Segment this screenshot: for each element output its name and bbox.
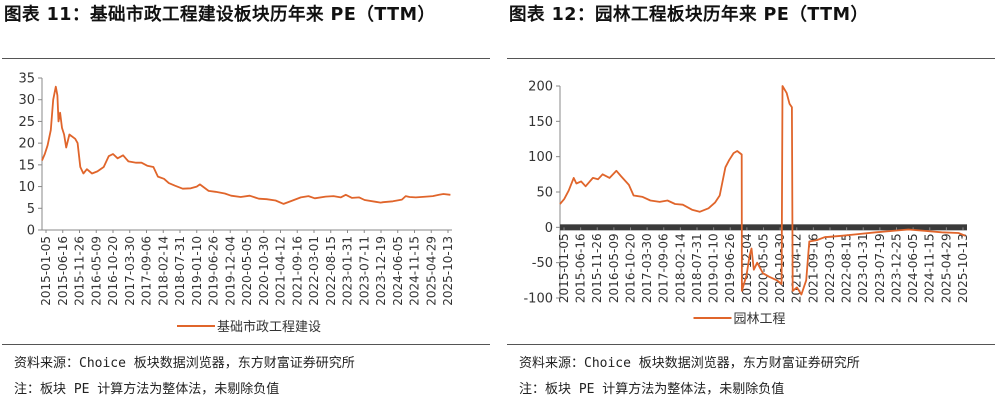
x-tick-label: 2020-10-30 <box>257 236 271 306</box>
x-tick-label: 2017-09-06 <box>657 233 671 303</box>
x-tick-label: 2019-01-10 <box>707 233 721 303</box>
x-tick-label: 2017-03-30 <box>640 233 654 303</box>
x-tick-label: 2022-03-01 <box>307 236 321 306</box>
x-tick-label: 2023-01-31 <box>856 233 870 303</box>
y-tick-label: 35 <box>18 72 35 87</box>
y-tick-label: -100 <box>523 292 553 307</box>
x-tick-label: 2021-09-16 <box>290 236 304 306</box>
y-tick-label: 50 <box>536 186 553 201</box>
x-tick-label: 2018-02-14 <box>673 233 687 303</box>
source-note: 资料来源：Choice 板块数据浏览器，东方财富证券研究所 <box>519 356 860 371</box>
x-tick-label: 2016-10-20 <box>624 233 638 303</box>
x-tick-label: 2023-12-19 <box>374 236 388 306</box>
x-tick-label: 2023-01-31 <box>341 236 355 306</box>
x-tick-label: 2024-06-05 <box>391 236 405 306</box>
y-tick-label: 200 <box>528 80 553 95</box>
x-tick-label: 2015-06-16 <box>574 233 588 303</box>
y-tick-label: 30 <box>18 93 35 108</box>
y-tick-label: 150 <box>528 115 553 130</box>
x-tick-label: 2025-10-13 <box>441 236 455 306</box>
x-tick-label: 2023-12-25 <box>890 233 904 303</box>
chart-title: 图表 12：园林工程板块历年来 PE（TTM） <box>509 5 869 25</box>
x-tick-label: 2022-08-15 <box>840 233 854 303</box>
y-tick-label: 20 <box>18 137 35 152</box>
x-tick-label: 2025-04-29 <box>939 233 953 303</box>
x-tick-label: 2022-08-15 <box>324 236 338 306</box>
y-tick-label: 5 <box>27 202 35 217</box>
x-tick-label: 2024-06-05 <box>906 233 920 303</box>
bottom-rule <box>507 344 995 345</box>
x-tick-label: 2023-07-11 <box>357 236 371 306</box>
chart-area: 0 5 10 15 20 25 30 35 2015-01-05 2015-06-16 2015-1… <box>18 72 455 336</box>
x-tick-label: 2024-11-15 <box>408 236 422 306</box>
method-note: 注：板块 PE 计算方法为整体法，未剔除负值 <box>519 382 785 397</box>
y-tick-label: 25 <box>18 115 35 130</box>
x-tick-label: 2015-01-05 <box>39 236 53 306</box>
y-tick-label: 0 <box>27 224 35 239</box>
method-note: 注：板块 PE 计算方法为整体法，未剔除负值 <box>14 382 280 397</box>
y-tick-label: 100 <box>528 150 553 165</box>
legend-label: 基础市政工程建设 <box>217 319 321 335</box>
x-tick-label: 2025-04-29 <box>424 236 438 306</box>
x-tick-label: 2018-07-31 <box>690 233 704 303</box>
x-tick-label: 2020-10-30 <box>773 233 787 303</box>
x-tick-label: 2020-05-05 <box>240 236 254 306</box>
x-tick-label: 2016-10-20 <box>106 236 120 306</box>
chart-panel-left: 图表 11：基础市政工程建设板块历年来 PE（TTM） 0 5 10 15 20 25 30… <box>0 0 492 402</box>
x-tick-label: 2019-12-04 <box>223 236 237 306</box>
x-tick-label: 2018-02-14 <box>156 236 170 306</box>
x-tick-label: 2015-11-26 <box>73 236 87 306</box>
x-tick-label: 2017-09-06 <box>140 236 154 306</box>
y-tick-label: 10 <box>18 180 35 195</box>
x-tick-label: 2021-09-16 <box>806 233 820 303</box>
chart-title: 图表 11：基础市政工程建设板块历年来 PE（TTM） <box>4 5 436 25</box>
x-tick-label: 2019-06-26 <box>207 236 221 306</box>
x-tick-label: 2015-11-26 <box>590 233 604 303</box>
x-tick-label: 2020-05-05 <box>757 233 771 303</box>
x-tick-label: 2017-03-30 <box>123 236 137 306</box>
x-tick-label: 2021-04-12 <box>274 236 288 306</box>
top-rule <box>507 58 995 59</box>
x-tick-label: 2025-10-13 <box>956 233 970 303</box>
x-tick-label: 2018-07-31 <box>173 236 187 306</box>
y-tick-label: -50 <box>532 256 553 271</box>
x-tick-label: 2016-05-09 <box>89 236 103 306</box>
top-rule <box>2 58 490 59</box>
chart-panel-right: 图表 12：园林工程板块历年来 PE（TTM） -100 -50 0 50 100 150… <box>505 0 997 402</box>
bottom-rule <box>2 344 490 345</box>
x-tick-label: 2024-11-15 <box>923 233 937 303</box>
x-tick-label: 2022-03-01 <box>823 233 837 303</box>
series-line <box>559 85 966 296</box>
x-tick-label: 2023-07-19 <box>873 233 887 303</box>
y-tick-label: 15 <box>18 158 35 173</box>
x-tick-label: 2015-06-16 <box>56 236 70 306</box>
x-tick-label: 2015-01-05 <box>557 233 571 303</box>
series-line <box>41 85 451 205</box>
y-tick-label: 0 <box>545 221 553 236</box>
x-tick-label: 2016-05-09 <box>607 233 621 303</box>
x-tick-label: 2019-01-10 <box>190 236 204 306</box>
legend-label: 园林工程 <box>734 312 786 327</box>
source-note: 资料来源：Choice 板块数据浏览器，东方财富证券研究所 <box>14 356 355 371</box>
x-tick-label: 2019-06-26 <box>723 233 737 303</box>
